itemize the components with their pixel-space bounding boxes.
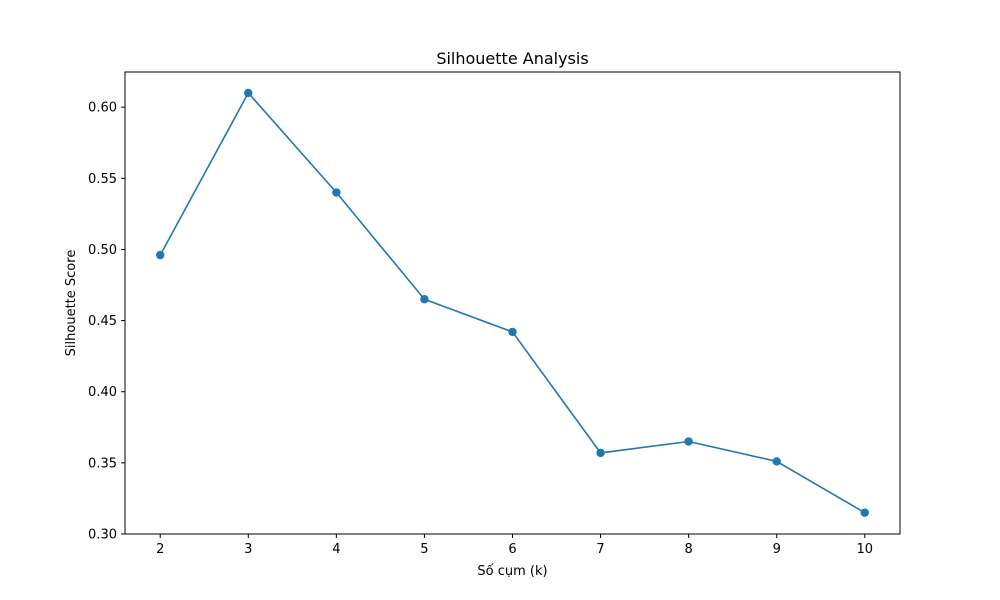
- y-tick-label: 0.30: [88, 528, 117, 543]
- plot-frame: [124, 71, 901, 535]
- y-axis-ticks: 0.30 0.35 0.40 0.45 0.50 0.55 0.60: [88, 101, 125, 543]
- y-tick-label: 0.40: [88, 385, 117, 400]
- data-point: [772, 457, 781, 466]
- plot-area: [125, 72, 900, 534]
- x-tick-label: 2: [156, 542, 164, 557]
- x-axis-ticks: 2 3 4 5 6 7 8 9 10: [156, 534, 873, 557]
- x-axis-label: Số cụm (k): [477, 564, 547, 579]
- y-tick-label: 0.55: [88, 172, 117, 187]
- data-point: [684, 437, 693, 446]
- y-tick-label: 0.50: [88, 243, 117, 258]
- data-point: [508, 327, 517, 337]
- y-axis-label: Silhouette Score: [64, 250, 79, 357]
- data-point: [420, 295, 429, 304]
- x-tick-label: 6: [508, 542, 516, 557]
- x-tick-label: 3: [244, 542, 252, 557]
- y-tick-label: 0.45: [88, 314, 117, 329]
- data-point: [244, 88, 253, 98]
- data-point: [332, 188, 341, 197]
- y-tick-label: 0.60: [88, 101, 117, 116]
- x-tick-label: 9: [773, 542, 781, 557]
- chart-marks: [156, 88, 869, 517]
- x-tick-label: 5: [420, 542, 428, 557]
- x-tick-label: 10: [856, 542, 873, 557]
- x-tick-label: 4: [332, 542, 340, 557]
- data-point: [596, 448, 605, 458]
- x-tick-label: 8: [684, 542, 692, 557]
- chart-title: Silhouette Analysis: [436, 49, 588, 68]
- data-point: [860, 508, 869, 517]
- y-tick-label: 0.35: [88, 456, 117, 471]
- data-point: [156, 250, 165, 260]
- x-tick-label: 7: [596, 542, 604, 557]
